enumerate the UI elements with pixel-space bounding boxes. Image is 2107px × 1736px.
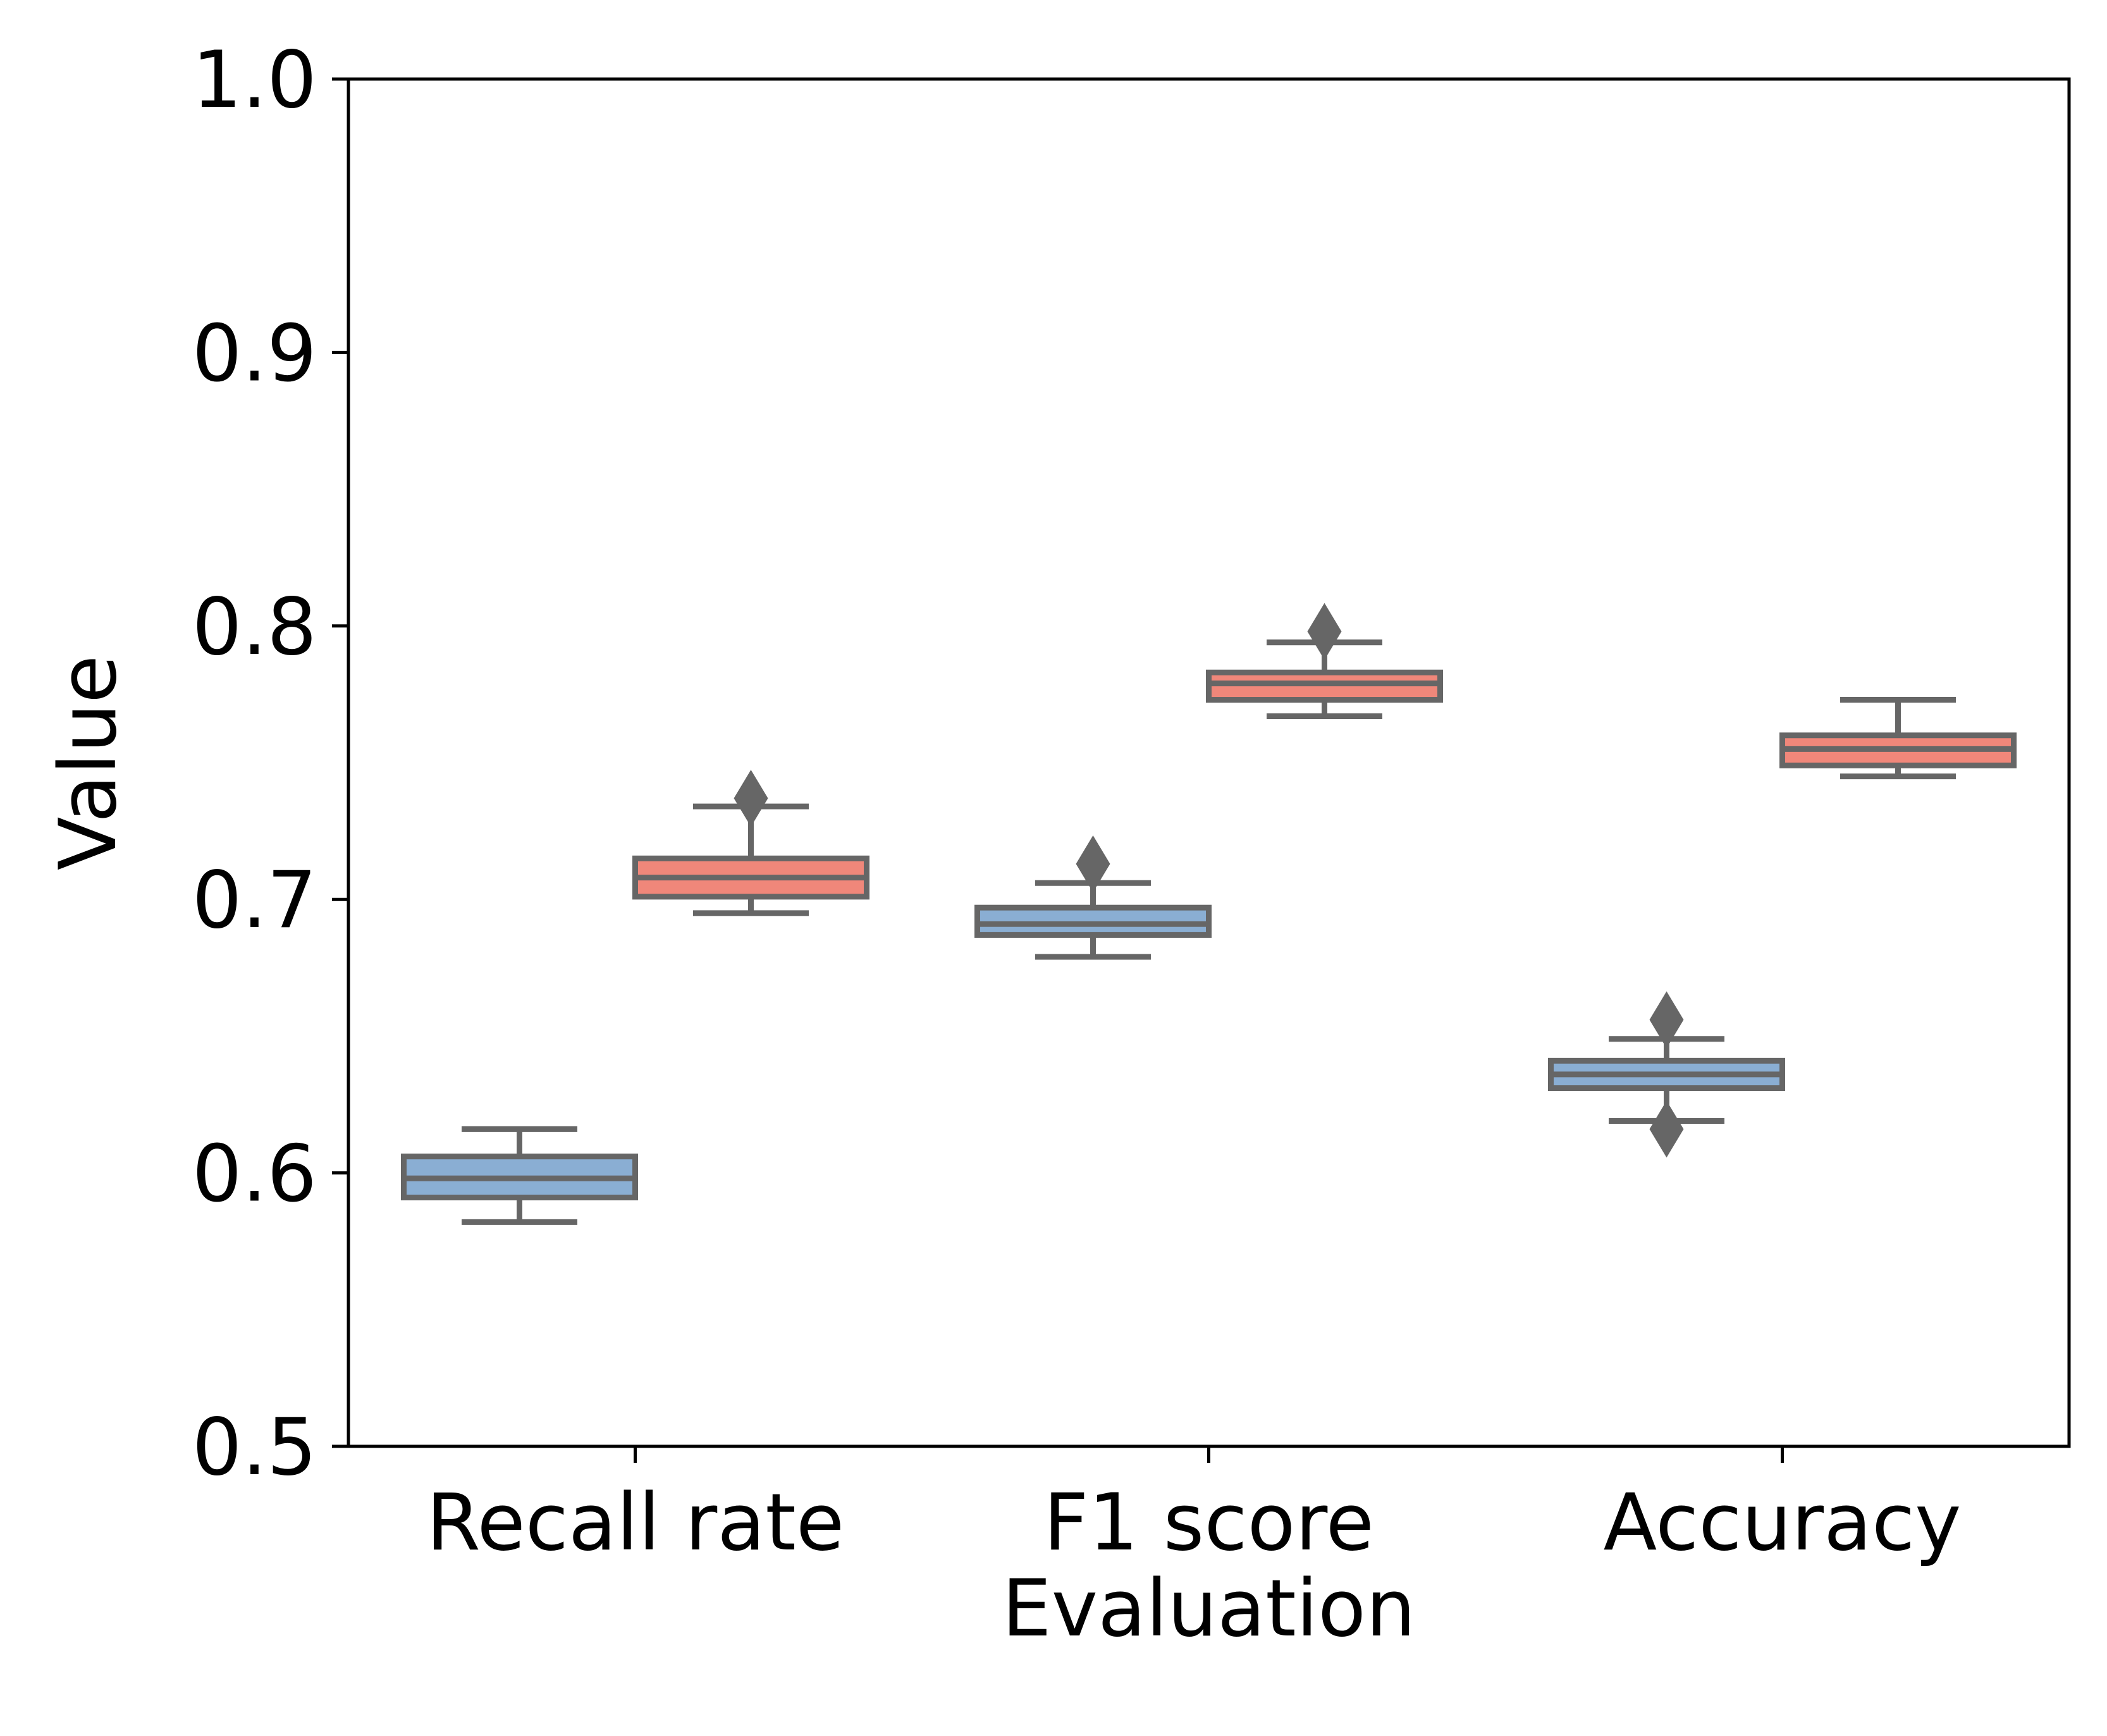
y-tick-label: 0.6 <box>192 1129 317 1220</box>
x-tick-label: F1 score <box>1043 1477 1374 1568</box>
outlier-marker <box>1649 1100 1684 1158</box>
y-tick-label: 0.5 <box>192 1402 317 1493</box>
outlier-marker <box>1307 603 1342 660</box>
box-plot-f1-score-series-1 <box>974 835 1212 960</box>
x-tick-label: Accuracy <box>1603 1477 1961 1568</box>
outlier-marker <box>1649 991 1684 1049</box>
box-plot-accuracy-series-1 <box>1548 991 1785 1158</box>
x-axis: Recall rate F1 score Accuracy <box>426 1446 1962 1568</box>
y-axis: 0.5 0.6 0.7 0.8 0.9 1.0 <box>192 35 348 1493</box>
y-tick-label: 1.0 <box>192 35 317 126</box>
box-plot-f1-score-series-2 <box>1206 603 1443 719</box>
y-tick-label: 0.7 <box>192 855 317 946</box>
y-axis-title: Value <box>43 655 134 871</box>
outlier-marker <box>1076 835 1110 892</box>
x-tick-label: Recall rate <box>426 1477 844 1568</box>
x-axis-title: Evaluation <box>1002 1563 1415 1654</box>
box-plot-accuracy-series-2 <box>1779 697 2017 780</box>
y-tick-label: 0.8 <box>192 582 317 673</box>
box-plot-recall-rate-series-1 <box>401 1126 638 1225</box>
outlier-marker <box>734 770 768 827</box>
box-plot-recall-rate-series-2 <box>632 770 869 916</box>
y-tick-label: 0.9 <box>192 308 317 399</box>
plot-marks <box>401 603 2017 1225</box>
